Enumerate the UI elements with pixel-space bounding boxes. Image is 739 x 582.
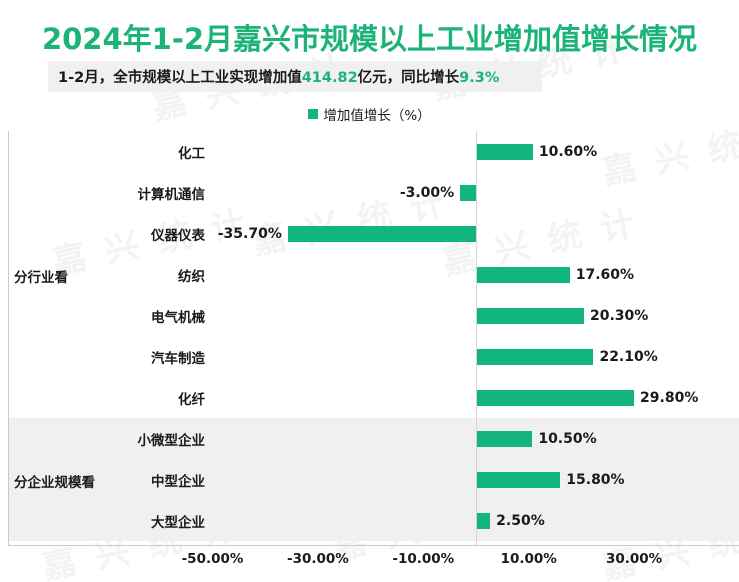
bar [477,143,533,160]
subtitle-value-added: 414.82 [301,70,358,86]
zero-axis-line [476,131,477,545]
x-axis-tick-label: 10.00% [500,551,557,567]
x-axis-tick-label: -50.00% [181,551,244,567]
legend-swatch-icon [308,109,319,119]
bar-value-label: 2.50% [496,512,545,529]
subtitle-part-2: 亿元，同比增长 [357,70,460,86]
page-title: 2024年1-2月嘉兴市规模以上工业增加值增长情况 [41,22,698,56]
bar-value-label: 29.80% [640,389,699,406]
category-label: 计算机通信 [137,186,206,203]
category-label: 中型企业 [151,473,205,490]
bar-value-label: 17.60% [575,266,635,283]
bar-value-label: 20.30% [589,307,649,324]
subtitle-band: 1-2月，全市规模以上工业实现增加值414.82亿元，同比增长9.3% [48,61,542,92]
bar-value-label: -3.00% [399,184,455,201]
chart-row: 汽车制造 22.10% [0,336,739,377]
chart-row: 计算机通信 -3.00% [0,172,739,213]
bar [477,266,570,283]
chart-row: 小微型企业 10.50% [0,418,739,459]
bar-value-label: 10.60% [538,143,598,160]
category-label: 汽车制造 [151,350,205,367]
chart-row: 纺织 17.60% [0,254,739,295]
subtitle-part-1: 1-2月，全市规模以上工业实现增加值 [58,70,302,86]
chart-row: 电气机械 20.30% [0,295,739,336]
chart-row: 中型企业 15.80% [0,459,739,500]
group-label: 分行业看 [14,269,68,286]
bar-value-label: 15.80% [566,471,625,488]
bar [477,512,491,529]
category-label: 电气机械 [151,309,205,326]
x-axis-tick-label: 30.00% [605,551,663,567]
bar-value-label: 22.10% [599,348,658,365]
y-axis-line [8,131,9,545]
bar-value-label: 10.50% [538,430,597,447]
x-axis-tick-label: -30.00% [286,551,349,567]
category-label: 大型企业 [151,514,205,531]
bar [477,430,533,447]
group-band-background [9,418,739,541]
category-label: 化工 [178,145,205,162]
subtitle-text: 1-2月，全市规模以上工业实现增加值414.82亿元，同比增长9.3% [48,66,499,87]
bar [477,307,584,324]
bar [477,471,561,488]
legend-item-label: 增加值增长（%） [323,108,431,124]
plot-area: 分行业看 化工 10.60% 计算机通信 -3.00% 仪器仪表 -35.70% 纺织 17.6… [0,131,739,545]
bar-value-label: -35.70% [217,225,282,242]
category-label: 仪器仪表 [151,227,205,244]
x-axis-tick-label: -10.00% [392,551,455,567]
chart-row: 化纤 29.80% [0,377,739,418]
chart-row: 大型企业 2.50% [0,500,739,541]
category-label: 纺织 [178,268,205,285]
category-label: 小微型企业 [137,432,206,449]
bar [477,389,635,406]
chart-row: 仪器仪表 -35.70% [0,213,739,254]
bar [287,225,476,242]
x-axis-line [8,545,739,546]
group-label: 分企业规模看 [14,474,95,491]
bar [477,348,594,365]
category-label: 化纤 [178,391,205,408]
chart-row: 化工 10.60% [0,131,739,172]
x-axis-ticks: -50.00% -30.00% -10.00% 10.00% 30.00% [0,551,739,576]
subtitle-growth-rate: 9.3% [459,70,500,86]
chart-legend: 增加值增长（%） [0,104,739,124]
bar [460,184,476,201]
